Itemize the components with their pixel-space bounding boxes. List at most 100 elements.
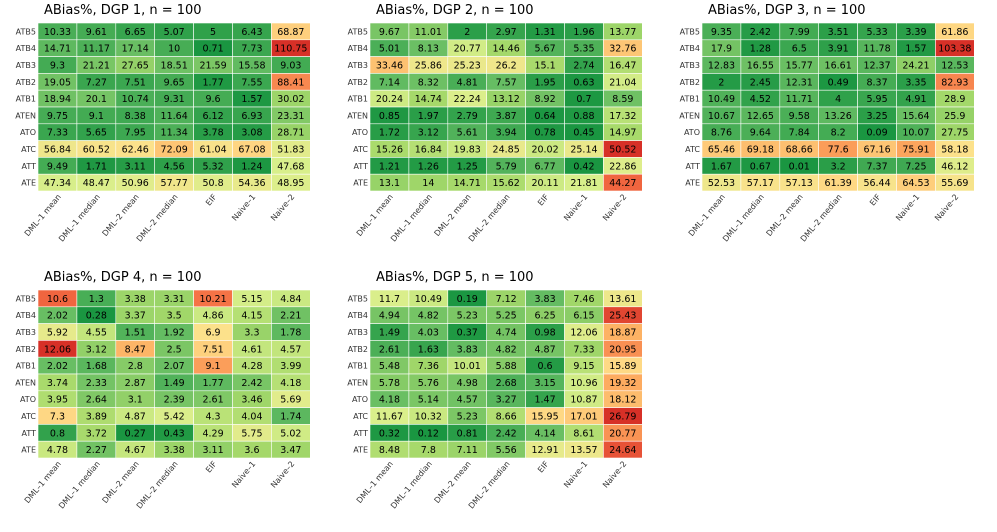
cell-value-label: 8.13 [418,44,439,55]
cell-value-label: 3.37 [125,311,146,322]
panel-title: ABias%, DGP 4, n = 100 [44,270,202,285]
cell-value-label: 5.02 [280,428,301,439]
cell-value-label: 0.42 [573,161,594,172]
cell-value-label: 5.14 [418,395,439,406]
panel-title: ABias%, DGP 2, n = 100 [376,3,534,18]
column-label: DML–1 median [57,460,102,511]
cell-value-label: 9.3 [50,61,65,72]
cell-value-label: 25.86 [415,61,442,72]
cell-value-label: 82.93 [941,77,968,88]
cell-value-label: 0.63 [573,77,594,88]
row-label: ATB4 [16,311,36,320]
row-label: ATB4 [16,44,36,53]
cell-value-label: 52.53 [708,178,735,189]
cell-value-label: 55.69 [941,178,968,189]
column-label: Naive–2 [269,193,296,223]
cell-value-label: 50.52 [609,145,636,156]
cell-value-label: 9.61 [86,27,107,38]
cell-value-label: 44.27 [609,178,636,189]
column-label: DML–1 median [57,193,102,244]
cell-value-label: 3.6 [244,445,259,456]
cell-value-label: 20.77 [454,44,481,55]
cell-value-label: 14.71 [44,44,71,55]
cell-value-label: 2.45 [750,77,771,88]
cell-value-label: 4.14 [534,428,555,439]
cell-value-label: 0.09 [866,128,887,139]
cell-value-label: 1.67 [711,161,732,172]
cell-value-label: 4.56 [164,161,185,172]
cell-value-label: 3.25 [866,111,887,122]
cell-value-label: 14.97 [609,128,636,139]
cell-value-label: 32.76 [609,44,636,55]
row-label: ATT [22,162,37,171]
cell-value-label: 10.49 [708,94,735,105]
cell-value-label: 8.92 [534,94,555,105]
cell-value-label: 2.39 [164,395,185,406]
cell-value-label: 10.87 [570,395,597,406]
cell-value-label: 12.53 [941,61,968,72]
cell-value-label: 22.24 [454,94,481,105]
cell-value-label: 18.94 [44,94,71,105]
cell-value-label: 10.21 [199,294,226,305]
cell-value-label: 5.23 [457,311,478,322]
cell-value-label: 2 [718,77,724,88]
row-label: ATB5 [348,294,368,303]
cell-value-label: 11.17 [83,44,110,55]
row-label: ATEN [15,111,36,120]
cell-value-label: 30.02 [277,94,304,105]
cell-value-label: 15.64 [902,111,929,122]
cell-value-label: 1.97 [418,111,439,122]
cell-value-label: 3.95 [47,395,68,406]
cell-value-label: 21.04 [609,77,636,88]
cell-value-label: 10.07 [902,128,929,139]
cell-value-label: 5.35 [573,44,594,55]
cell-value-label: 2.07 [164,361,185,372]
cell-value-label: 14 [422,178,434,189]
heatmap-panel-1: ABias%, DGP 1, n = 100 ATB5 10.33 9.61 6.65 5… [15,3,311,244]
cell-value-label: 2.87 [125,378,146,389]
cell-value-label: 4.03 [418,328,439,339]
cell-value-label: 0.12 [418,428,439,439]
cell-value-label: 0.45 [573,128,594,139]
cell-value-label: 1.31 [534,27,555,38]
row-label: ATB5 [348,27,368,36]
cell-value-label: 9.75 [47,111,68,122]
cell-value-label: 57.13 [786,178,813,189]
column-label: Naive–1 [562,193,589,223]
cell-value-label: 15.1 [534,61,555,72]
cell-value-label: 28.9 [944,94,965,105]
cell-value-label: 21.81 [570,178,597,189]
cell-value-label: 58.18 [941,145,968,156]
cell-value-label: 7.36 [418,361,439,372]
cell-value-label: 61.39 [825,178,852,189]
cell-value-label: 2.74 [573,61,594,72]
cell-value-label: 2.64 [86,395,107,406]
cell-value-label: 0.81 [457,428,478,439]
cell-value-label: 15.26 [376,145,403,156]
cell-value-label: 10.32 [415,412,442,423]
cell-value-label: 20.77 [609,428,636,439]
cell-value-label: 9.67 [379,27,400,38]
cell-value-label: 3.1 [128,395,143,406]
cell-value-label: 12.31 [786,77,813,88]
column-label: EIF [204,459,219,474]
cell-value-label: 14.46 [493,44,520,55]
cell-value-label: 7.25 [905,161,926,172]
heatmap-panel-2: ABias%, DGP 2, n = 100 ATB5 9.67 11.01 2 2.97… [347,3,643,244]
cell-value-label: 5.65 [86,128,107,139]
row-label: ATB2 [348,78,368,87]
cell-value-label: 6.12 [202,111,223,122]
cell-value-label: 48.47 [83,178,110,189]
cell-value-label: 0.7 [576,94,591,105]
cell-value-label: 3.83 [534,294,555,305]
cell-value-label: 103.38 [938,44,971,55]
cell-value-label: 4.82 [496,344,517,355]
cell-value-label: 4.84 [280,294,301,305]
panel-title: ABias%, DGP 1, n = 100 [44,3,202,18]
cell-value-label: 5.95 [866,94,887,105]
cell-value-label: 4 [835,94,841,105]
cell-value-label: 3.35 [905,77,926,88]
cell-value-label: 8.66 [496,412,517,423]
cell-value-label: 4.98 [457,378,478,389]
cell-value-label: 20.11 [531,178,558,189]
